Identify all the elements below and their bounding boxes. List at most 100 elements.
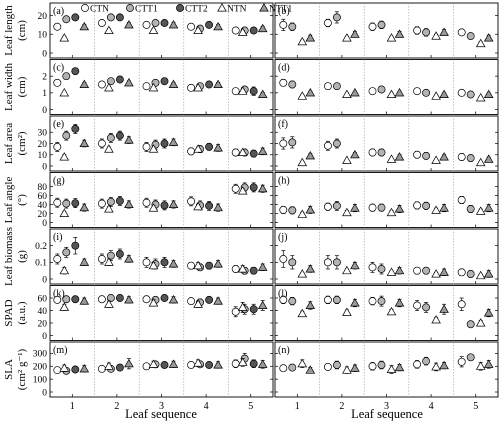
series-ctn — [53, 78, 240, 96]
data-point — [431, 269, 441, 278]
data-point — [231, 87, 240, 96]
data-point — [297, 269, 308, 278]
data-point — [413, 266, 422, 275]
data-point — [323, 141, 332, 150]
data-point — [79, 21, 90, 31]
data-point — [71, 295, 80, 304]
data-point — [160, 139, 169, 148]
panel-label: (a) — [53, 6, 64, 17]
data-point — [257, 146, 268, 155]
data-point — [237, 357, 248, 366]
data-point — [53, 198, 62, 207]
data-point — [422, 303, 431, 312]
data-point — [439, 360, 449, 370]
data-point — [205, 201, 214, 210]
data-point — [148, 298, 159, 307]
data-point — [257, 23, 268, 33]
data-point — [71, 241, 80, 250]
data-point — [168, 79, 179, 89]
y-tick-label: 20 — [38, 319, 48, 329]
data-point — [386, 207, 397, 217]
data-point — [237, 186, 248, 195]
legend-label: NTT1 — [269, 5, 292, 15]
data-point — [142, 20, 151, 29]
data-point — [257, 300, 268, 309]
data-point — [394, 362, 405, 372]
data-point — [431, 314, 441, 324]
series-ctn — [279, 356, 466, 373]
y-tick-label: 0 — [42, 106, 47, 116]
y-tick-label: 0 — [42, 162, 47, 172]
data-point — [62, 295, 71, 304]
data-point — [160, 361, 169, 369]
series-ctt1 — [288, 136, 475, 163]
data-point — [115, 13, 124, 22]
data-point — [323, 19, 332, 27]
legend-label: CTN — [90, 5, 109, 15]
data-point — [288, 258, 297, 267]
data-point — [104, 299, 114, 308]
data-point — [148, 144, 159, 153]
series-ctt1 — [288, 295, 475, 329]
data-point — [115, 196, 124, 205]
data-point — [231, 184, 240, 193]
data-point — [342, 89, 352, 99]
data-point — [457, 268, 466, 277]
y-tick-label: 40 — [38, 307, 48, 317]
series-ntn — [297, 154, 486, 167]
data-point — [53, 78, 62, 87]
data-point — [115, 363, 124, 372]
data-point — [237, 264, 248, 273]
data-point — [124, 254, 134, 263]
x-tick-label: 1 — [70, 401, 75, 412]
data-point — [297, 358, 308, 368]
panel-n: 1 2 3 4 5 (n) — [274, 341, 499, 412]
data-point — [97, 19, 106, 27]
data-point — [377, 361, 386, 369]
y-tick-label: 80 — [38, 183, 48, 193]
data-point — [53, 255, 62, 263]
data-point — [213, 21, 223, 31]
data-point — [53, 295, 62, 304]
data-point — [483, 203, 494, 212]
data-point — [193, 82, 203, 92]
data-point — [350, 363, 360, 372]
data-point — [160, 201, 169, 210]
legend-item-ctn: CTN — [81, 4, 109, 15]
legend-label: CTT2 — [185, 5, 208, 15]
data-point — [213, 202, 223, 212]
data-point — [97, 255, 106, 263]
data-point — [104, 144, 114, 153]
data-point — [439, 152, 449, 161]
data-point — [475, 38, 486, 48]
data-point — [422, 357, 431, 366]
data-point — [160, 19, 169, 27]
data-point — [62, 131, 71, 140]
data-point — [457, 357, 466, 366]
data-point — [187, 197, 196, 206]
legend-marker — [176, 4, 184, 12]
panel-label: (d) — [278, 63, 290, 74]
y-tick-label: 200 — [33, 363, 48, 373]
data-point — [168, 294, 179, 304]
data-point — [377, 20, 386, 29]
panel-label: (f) — [278, 119, 288, 130]
data-point — [71, 13, 80, 22]
data-point — [413, 26, 422, 35]
y-tick-label: 40 — [38, 201, 48, 211]
data-point — [205, 361, 214, 369]
x-tick-label: 3 — [159, 401, 164, 412]
data-point — [71, 199, 80, 208]
series-ntt1 — [305, 87, 494, 99]
y-tick-label: 10 — [38, 31, 48, 41]
data-point — [368, 87, 377, 96]
data-point — [237, 27, 248, 36]
data-point — [124, 294, 134, 304]
data-point — [148, 260, 159, 270]
panel-h: (h) — [274, 172, 499, 228]
data-point — [413, 201, 422, 210]
data-point — [249, 266, 258, 275]
data-point — [193, 25, 203, 35]
data-point — [104, 25, 114, 35]
x-axis-label-left: Leaf sequence — [125, 407, 197, 421]
